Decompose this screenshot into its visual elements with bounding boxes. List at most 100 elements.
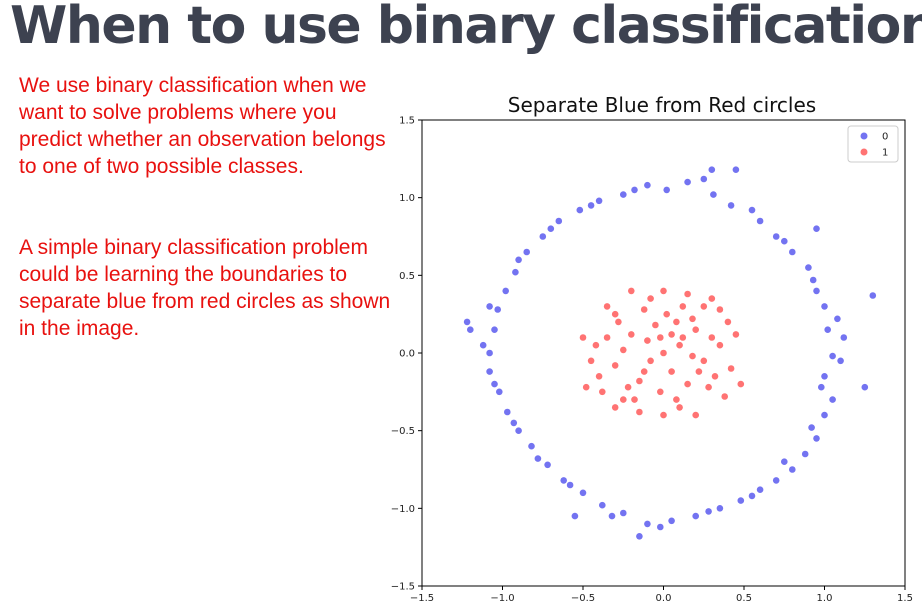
- point-class-1: [708, 295, 716, 302]
- point-class-0: [748, 492, 756, 500]
- point-class-1: [611, 362, 619, 369]
- point-class-0: [486, 368, 493, 375]
- point-class-0: [494, 306, 501, 313]
- point-class-0: [657, 523, 664, 531]
- point-class-1: [640, 368, 648, 375]
- chart-title: Separate Blue from Red circles: [508, 93, 816, 117]
- point-class-1: [679, 334, 687, 341]
- point-class-1: [636, 377, 643, 385]
- point-class-0: [515, 256, 522, 264]
- point-class-0: [599, 501, 606, 509]
- point-class-1: [647, 295, 654, 302]
- legend-label-0: 0: [882, 132, 888, 143]
- point-class-0: [579, 489, 587, 497]
- point-class-0: [748, 206, 756, 214]
- point-class-0: [772, 477, 780, 484]
- point-class-1: [721, 393, 728, 400]
- point-class-1: [611, 404, 619, 411]
- point-class-0: [496, 388, 503, 396]
- point-class-0: [486, 303, 493, 310]
- point-class-0: [732, 166, 740, 173]
- page-title: When to use binary classification?: [10, 0, 922, 56]
- point-class-0: [534, 455, 542, 462]
- point-class-1: [684, 380, 691, 388]
- point-class-1: [727, 365, 735, 372]
- legend-marker-1: [860, 148, 868, 156]
- point-class-1: [705, 383, 712, 391]
- point-class-0: [809, 276, 817, 284]
- axes-layer: −1.5 −1.0 −0.5 0.0 0.5 1.0 1.5 1.5 1.0 0.5 0.0 −0.5…: [391, 116, 913, 605]
- point-class-0: [705, 508, 712, 515]
- point-class-0: [818, 383, 825, 391]
- x-tick-label: 0.0: [656, 593, 672, 604]
- point-class-0: [620, 191, 627, 198]
- point-class-0: [636, 533, 643, 540]
- point-class-1: [668, 331, 675, 338]
- point-class-0: [644, 181, 651, 189]
- point-class-0: [684, 178, 691, 186]
- point-class-1: [663, 310, 670, 318]
- point-class-0: [805, 264, 812, 271]
- point-class-0: [566, 481, 574, 489]
- point-class-1: [579, 334, 587, 341]
- point-class-0: [463, 318, 471, 326]
- point-class-0: [576, 206, 584, 214]
- point-class-1: [676, 341, 683, 349]
- point-class-1: [689, 352, 696, 360]
- point-class-0: [502, 287, 509, 295]
- point-class-0: [620, 509, 627, 517]
- point-class-0: [813, 225, 820, 232]
- point-class-1: [620, 396, 627, 403]
- point-class-0: [587, 202, 595, 209]
- point-class-0: [663, 186, 670, 194]
- x-tick-label: −1.5: [410, 593, 434, 604]
- point-class-1: [624, 383, 632, 391]
- point-class-0: [491, 326, 498, 333]
- point-class-0: [571, 512, 579, 520]
- point-class-0: [737, 497, 745, 504]
- x-tick-label: −1.0: [490, 593, 514, 604]
- point-class-0: [504, 408, 511, 416]
- point-class-0: [479, 341, 487, 349]
- point-class-0: [781, 458, 788, 466]
- point-class-1: [657, 388, 664, 396]
- legend: 01: [847, 125, 899, 163]
- point-class-0: [692, 512, 699, 520]
- point-class-0: [608, 512, 616, 520]
- legend-box: [847, 125, 899, 163]
- point-class-0: [781, 237, 788, 245]
- point-class-0: [560, 477, 567, 484]
- point-class-0: [708, 166, 716, 173]
- point-class-1: [647, 357, 654, 365]
- point-class-0: [861, 383, 869, 391]
- example-paragraph: A simple binary classification problem c…: [19, 236, 391, 340]
- point-class-1: [711, 373, 719, 380]
- y-tick-label: 0.0: [399, 349, 415, 360]
- point-class-0: [756, 486, 764, 494]
- point-class-0: [515, 427, 522, 435]
- point-class-0: [544, 461, 551, 469]
- point-class-0: [821, 373, 828, 380]
- point-class-1: [679, 303, 687, 310]
- legend-marker-0: [860, 132, 868, 140]
- point-class-1: [636, 408, 643, 416]
- point-class-1: [700, 303, 708, 310]
- point-class-0: [813, 435, 820, 442]
- point-class-0: [840, 334, 848, 341]
- point-class-1: [628, 287, 635, 295]
- point-class-0: [710, 191, 717, 198]
- point-class-0: [716, 505, 724, 512]
- legend-label-1: 1: [882, 148, 888, 159]
- point-class-1: [657, 334, 664, 341]
- point-class-0: [539, 233, 547, 240]
- point-class-1: [587, 357, 595, 365]
- x-tick-label: 1.0: [817, 593, 833, 604]
- point-class-1: [644, 337, 651, 344]
- point-class-0: [869, 292, 877, 299]
- point-class-0: [547, 225, 555, 232]
- point-class-0: [824, 326, 831, 333]
- point-class-0: [727, 202, 735, 209]
- point-class-1: [611, 310, 619, 318]
- point-class-1: [737, 380, 745, 388]
- point-class-0: [510, 419, 518, 427]
